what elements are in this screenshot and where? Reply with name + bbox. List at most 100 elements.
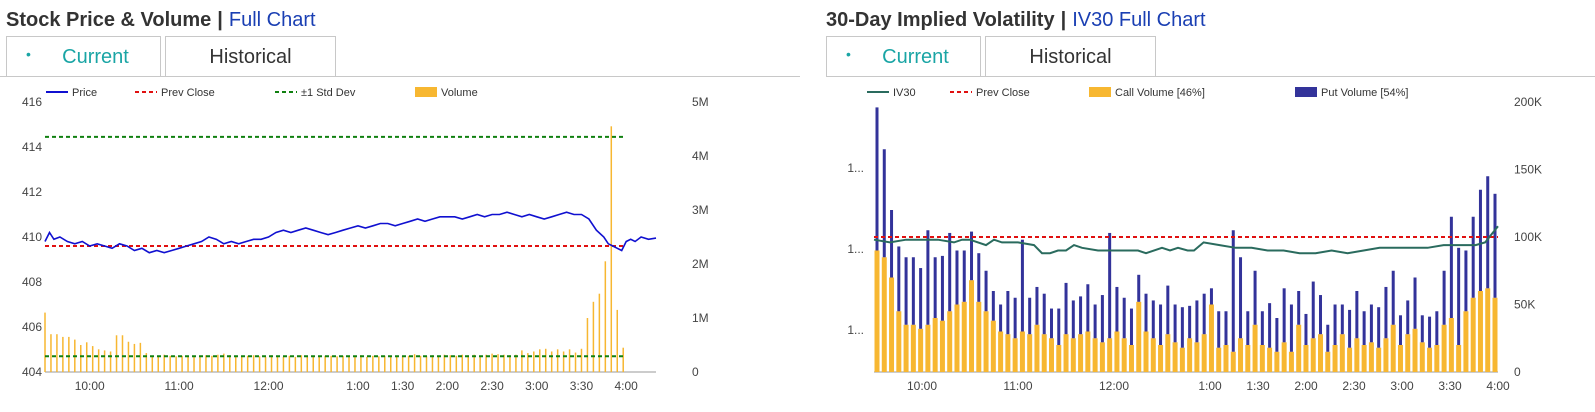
put-volume-bar xyxy=(1028,297,1032,335)
stock-panel-title: Stock Price & Volume xyxy=(6,9,212,31)
x-tick-label: 3:30 xyxy=(1438,379,1462,393)
call-volume-bar xyxy=(1419,342,1425,372)
put-volume-bar xyxy=(1369,304,1373,343)
volume-bar xyxy=(354,355,356,372)
volume-bar xyxy=(294,356,297,372)
put-volume-bar xyxy=(1057,308,1061,345)
call-volume-bar xyxy=(1099,342,1105,372)
put-volume-bar xyxy=(940,255,944,321)
call-volume-bar xyxy=(1150,338,1156,372)
put-volume-bar xyxy=(1398,315,1402,345)
volume-bar xyxy=(133,343,136,372)
volume-bar xyxy=(407,355,410,372)
put-volume-bar xyxy=(1202,293,1206,335)
volume-bar xyxy=(187,356,189,372)
y-right-tick-label: 0 xyxy=(1514,365,1521,379)
call-volume-bar xyxy=(1397,345,1403,372)
volume-bar xyxy=(282,356,285,372)
put-volume-bar xyxy=(1049,308,1053,339)
volume-bar xyxy=(592,301,595,372)
call-volume-bar xyxy=(1267,347,1273,372)
volume-bar xyxy=(491,353,493,372)
call-volume-bar xyxy=(1027,334,1033,372)
x-tick-label: 3:00 xyxy=(1390,379,1414,393)
call-volume-bar xyxy=(889,277,895,372)
legend-price-label: Price xyxy=(72,87,97,99)
put-volume-bar xyxy=(977,253,981,302)
tab-historical-label: Historical xyxy=(209,46,292,68)
volume-bar xyxy=(91,346,94,372)
stock-panel-separator: | xyxy=(217,9,223,31)
call-volume-bar xyxy=(1376,347,1382,372)
legend-put-volume-label: Put Volume [54%] xyxy=(1321,87,1408,99)
y-right-tick-label: 0 xyxy=(692,365,699,379)
put-volume-bar xyxy=(1282,288,1286,343)
call-volume-bar xyxy=(932,318,938,372)
put-volume-bar xyxy=(1326,324,1330,352)
put-volume-bar xyxy=(1311,281,1315,339)
tab-historical[interactable]: Historical xyxy=(985,36,1156,76)
call-volume-bar xyxy=(947,311,953,372)
x-tick-label: 12:00 xyxy=(1099,379,1129,393)
call-volume-bar xyxy=(1456,345,1462,372)
put-volume-bar xyxy=(1304,313,1308,345)
volume-bar xyxy=(372,355,374,372)
volume-bar xyxy=(85,342,88,372)
call-volume-bar xyxy=(1390,324,1396,372)
put-volume-bar xyxy=(1377,307,1381,348)
call-volume-bar xyxy=(1412,328,1418,372)
volume-bar xyxy=(568,349,571,372)
volume-bar xyxy=(240,355,243,372)
x-tick-label: 4:00 xyxy=(1486,379,1510,393)
put-volume-bar xyxy=(882,149,886,258)
iv30-full-chart-link[interactable]: IV30 Full Chart xyxy=(1072,9,1206,31)
volume-bar xyxy=(503,354,505,372)
volume-bar xyxy=(306,356,309,372)
call-volume-bar xyxy=(1172,342,1178,372)
call-volume-bar xyxy=(1427,347,1433,372)
call-volume-bar xyxy=(1383,338,1389,372)
volume-bar xyxy=(181,355,183,372)
volume-bar xyxy=(223,353,225,372)
legend-volume-label: Volume xyxy=(441,87,478,99)
volume-bar xyxy=(574,352,577,372)
y-right-tick-label: 150K xyxy=(1514,163,1542,177)
put-volume-bar xyxy=(1093,304,1097,339)
call-volume-bar xyxy=(1092,338,1098,372)
put-volume-bar xyxy=(1340,304,1344,335)
tab-current[interactable]: • Current xyxy=(826,36,981,76)
volume-bar xyxy=(556,349,559,372)
call-volume-bar xyxy=(1070,338,1076,372)
put-volume-bar xyxy=(1231,230,1235,352)
volume-bar xyxy=(270,355,273,372)
call-volume-bar xyxy=(1259,345,1265,372)
call-volume-bar xyxy=(983,311,989,372)
volume-bar xyxy=(395,355,398,372)
call-volume-bar xyxy=(1318,334,1324,372)
volume-bar xyxy=(473,354,475,372)
call-volume-bar xyxy=(1448,318,1454,372)
full-chart-link[interactable]: Full Chart xyxy=(228,9,316,31)
call-volume-bar xyxy=(1187,338,1193,372)
volume-bar xyxy=(175,356,177,372)
volume-bar xyxy=(384,355,386,372)
volume-bar xyxy=(616,309,619,372)
y-tick-label: 1... xyxy=(847,161,864,175)
call-volume-bar xyxy=(1477,291,1483,372)
put-volume-bar xyxy=(1013,297,1017,339)
volume-bar xyxy=(550,351,553,372)
call-volume-bar xyxy=(1463,311,1469,372)
tab-current-label: Current xyxy=(62,46,129,68)
put-volume-bar xyxy=(1071,300,1075,339)
call-volume-bar xyxy=(1434,345,1440,372)
call-volume-bar xyxy=(1332,345,1338,372)
y-right-tick-label: 3M xyxy=(692,203,709,217)
tab-historical[interactable]: Historical xyxy=(165,36,336,76)
volume-bar xyxy=(533,351,535,372)
volume-bar xyxy=(145,353,148,372)
call-volume-bar xyxy=(1230,351,1236,372)
put-volume-bar xyxy=(1122,297,1126,339)
tab-current[interactable]: • Current xyxy=(6,36,161,76)
stock-price-volume-panel: Stock Price & Volume | Full Chart • Curren… xyxy=(0,9,800,393)
x-tick-label: 2:30 xyxy=(1342,379,1366,393)
